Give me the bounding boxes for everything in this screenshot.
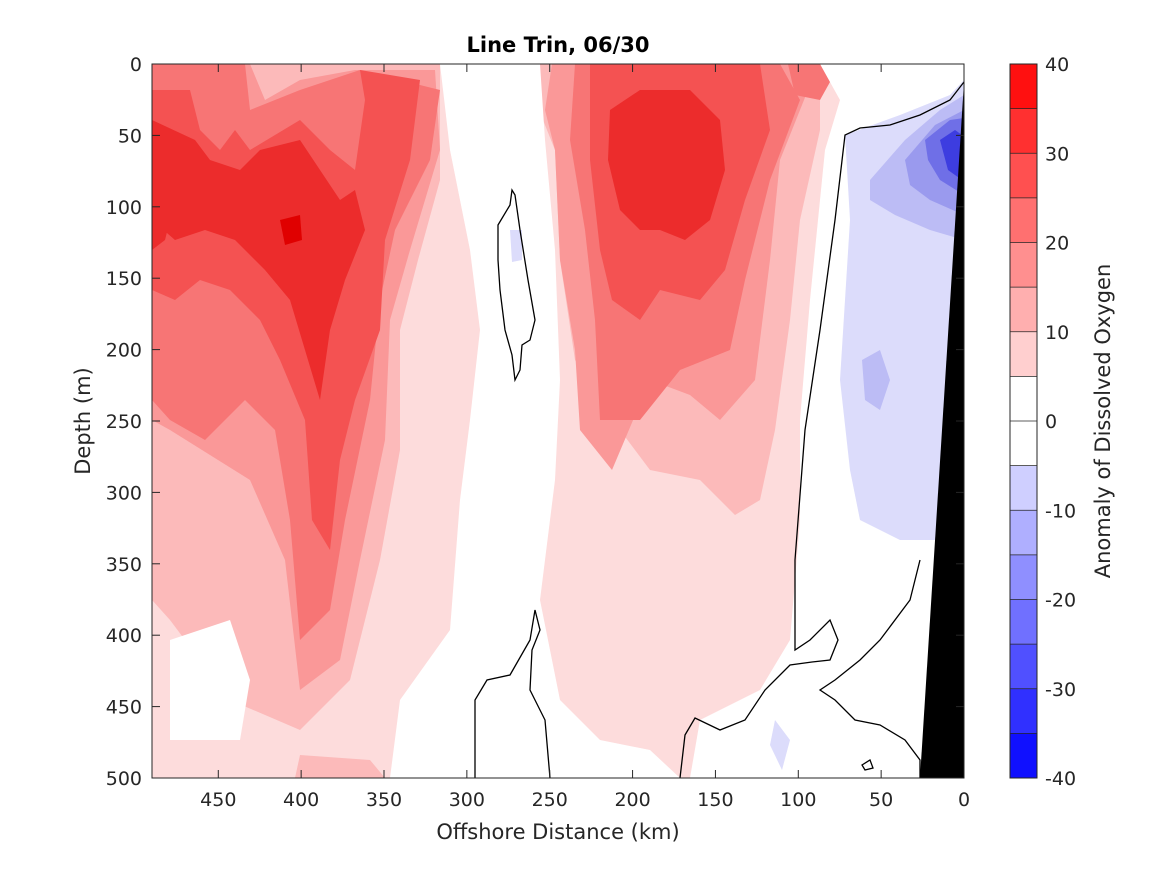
x-tick-label: 450 xyxy=(200,789,236,811)
y-tick-label: 50 xyxy=(118,125,142,147)
contour-band-35-40 xyxy=(280,215,302,245)
zero-contour-line xyxy=(679,81,964,778)
colorbar-band xyxy=(1010,688,1037,734)
contour-band-neg-0-5 xyxy=(770,720,790,770)
x-tick-label: 400 xyxy=(283,789,319,811)
colorbar-band xyxy=(1010,153,1037,198)
colorbar-band xyxy=(1010,510,1037,555)
colorbar-band xyxy=(1010,64,1037,109)
colorbar-tick-label: 10 xyxy=(1045,322,1069,344)
colorbar-band xyxy=(1010,599,1037,645)
zero-contour-line xyxy=(474,609,551,778)
x-tick-label: 100 xyxy=(780,789,816,811)
x-tick-label: 50 xyxy=(869,789,893,811)
x-tick-label: 350 xyxy=(366,789,402,811)
contour-band-30-35 xyxy=(152,120,365,400)
colorbar-tick-label: -20 xyxy=(1045,590,1076,612)
contour-band-0-5 xyxy=(390,64,680,778)
contour-band-neg-20-25 xyxy=(940,130,962,180)
contour-plot-area xyxy=(152,64,964,778)
colorbar-band xyxy=(1010,197,1037,243)
x-tick-label: 0 xyxy=(958,789,970,811)
contour-band-10-15 xyxy=(295,755,385,778)
y-tick-label: 500 xyxy=(106,768,142,790)
colorbar-tick-label: 40 xyxy=(1045,54,1069,76)
colorbar-band xyxy=(1010,733,1037,778)
colorbar-band xyxy=(1010,421,1037,466)
y-tick-label: 300 xyxy=(106,482,142,504)
colorbar-tick-label: -30 xyxy=(1045,679,1076,701)
land-mask xyxy=(920,82,964,778)
y-tick-label: 350 xyxy=(106,554,142,576)
y-tick-label: 100 xyxy=(106,197,142,219)
chart-title: Line Trin, 06/30 xyxy=(466,33,649,57)
zero-contour-line xyxy=(497,188,536,383)
x-tick-label: 200 xyxy=(614,789,650,811)
x-tick-label: 250 xyxy=(532,789,568,811)
x-tick-label: 150 xyxy=(697,789,733,811)
colorbar-band xyxy=(1010,287,1037,332)
y-tick-label: 400 xyxy=(106,625,142,647)
colorbar-tick-label: 0 xyxy=(1045,411,1057,433)
colorbar-tick-label: 20 xyxy=(1045,233,1069,255)
x-axis-label: Offshore Distance (km) xyxy=(436,820,679,844)
colorbar-tick-label: 30 xyxy=(1045,143,1069,165)
colorbar-band xyxy=(1010,331,1037,377)
contour-band-30-35 xyxy=(608,90,725,240)
contour-band-neg-0-5 xyxy=(510,230,522,262)
zero-contour-line xyxy=(861,759,874,771)
y-axis: 0 50 100 150 200 250 300 350 400 450 500 xyxy=(106,54,964,790)
colorbar-label: Anomaly of Dissolved Oxygen xyxy=(1091,264,1115,579)
y-tick-label: 450 xyxy=(106,697,142,719)
colorbar-band xyxy=(1010,242,1037,288)
y-tick-label: 250 xyxy=(106,411,142,433)
y-tick-label: 150 xyxy=(106,268,142,290)
y-tick-label: 200 xyxy=(106,340,142,362)
x-tick-label: 300 xyxy=(449,789,485,811)
colorbar-band xyxy=(1010,465,1037,511)
x-axis: 450 400 350 300 250 200 150 100 50 0 xyxy=(200,64,970,811)
colorbar-band xyxy=(1010,108,1037,154)
colorbar-frame xyxy=(1009,63,1038,779)
contour-band-30-35 xyxy=(152,150,175,250)
colorbar-tick-label: -40 xyxy=(1045,768,1076,790)
y-axis-label: Depth (m) xyxy=(71,367,95,474)
zero-contour-line xyxy=(818,559,921,778)
contour-band-neg-5-10 xyxy=(862,350,890,410)
contour-band-0-5 xyxy=(170,620,250,740)
colorbar-band xyxy=(1010,644,1037,689)
y-tick-label: 0 xyxy=(130,54,142,76)
colorbar-tick-label: -10 xyxy=(1045,500,1076,522)
colorbar-band xyxy=(1010,554,1037,600)
colorbar xyxy=(1010,64,1037,778)
colorbar-band xyxy=(1010,376,1037,421)
colorbar-ticks: 40 30 20 10 0 -10 -20 -30 -40 xyxy=(1045,54,1076,790)
